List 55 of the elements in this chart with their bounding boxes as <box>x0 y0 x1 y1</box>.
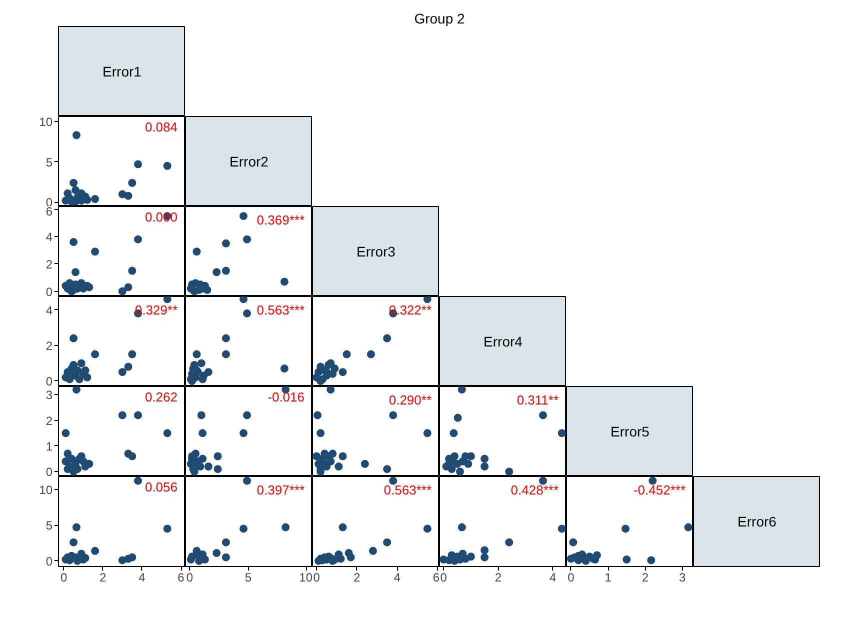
y-tick-label: 2 <box>46 338 53 353</box>
annotation: 0.322** <box>388 302 432 318</box>
text: Error1 <box>102 64 142 80</box>
annotation: 0.397*** <box>256 482 305 498</box>
y-tick-label: 2 <box>46 257 53 272</box>
x-tick-label: 2 <box>642 570 649 584</box>
text: Error3 <box>356 244 396 260</box>
text: Error4 <box>484 334 523 350</box>
x-tick-label: 0 <box>313 570 320 584</box>
y-tick-label: 0 <box>46 554 53 568</box>
y-tick-label: 3 <box>46 388 53 402</box>
y-tick-label: 0 <box>46 374 53 388</box>
annotation: 0.311** <box>516 392 558 408</box>
x-tick-label: 4 <box>138 570 146 584</box>
annotation: 0.563*** <box>256 302 305 318</box>
annotation: -0.452*** <box>633 482 686 498</box>
annotation: 0.084 <box>144 120 178 134</box>
text: Error6 <box>738 514 777 530</box>
annotation: 0.262 <box>144 390 178 404</box>
annotation: 0.428*** <box>510 482 559 498</box>
x-tick-label: 0 <box>60 570 68 584</box>
y-tick-label: 6 <box>46 204 53 218</box>
y-tick-label: 4 <box>46 303 53 318</box>
x-tick-label: 4 <box>550 570 557 584</box>
annotation: 0.369*** <box>256 212 305 228</box>
x-tick-label: 10 <box>299 570 313 584</box>
y-tick-label: 5 <box>46 518 53 533</box>
x-tick-label: 5 <box>244 570 252 584</box>
annotation: -0.016 <box>268 390 305 404</box>
x-tick-label: 3 <box>679 570 686 584</box>
y-tick-label: 0 <box>46 465 53 480</box>
x-tick-label: 6 <box>432 570 440 584</box>
x-tick-label: 0 <box>186 570 194 584</box>
x-tick-label: 2 <box>100 570 107 584</box>
annotation: 0.290** <box>388 392 432 408</box>
x-tick-label: 2 <box>354 570 361 584</box>
x-tick-label: 4 <box>394 570 401 584</box>
y-tick-label: 0 <box>46 284 53 299</box>
text: Error2 <box>230 154 269 170</box>
x-tick-label: 2 <box>494 570 502 584</box>
x-tick-label: 0 <box>440 570 448 584</box>
y-tick-label: 1 <box>46 439 53 454</box>
annotation: 0.329** <box>134 302 178 318</box>
y-tick-label: 10 <box>39 482 53 497</box>
text: Error5 <box>610 424 650 440</box>
y-tick-label: 10 <box>39 114 53 129</box>
y-tick-label: 2 <box>46 414 53 428</box>
y-tick-label: 5 <box>46 155 53 170</box>
annotation: 0.000 <box>144 210 178 224</box>
annotation: 0.056 <box>144 480 178 494</box>
y-tick-label: 4 <box>46 230 53 244</box>
x-tick-label: 6 <box>178 570 185 584</box>
x-tick-label: 1 <box>604 570 612 584</box>
x-tick-label: 0 <box>568 570 575 584</box>
annotation: 0.563*** <box>384 482 432 498</box>
